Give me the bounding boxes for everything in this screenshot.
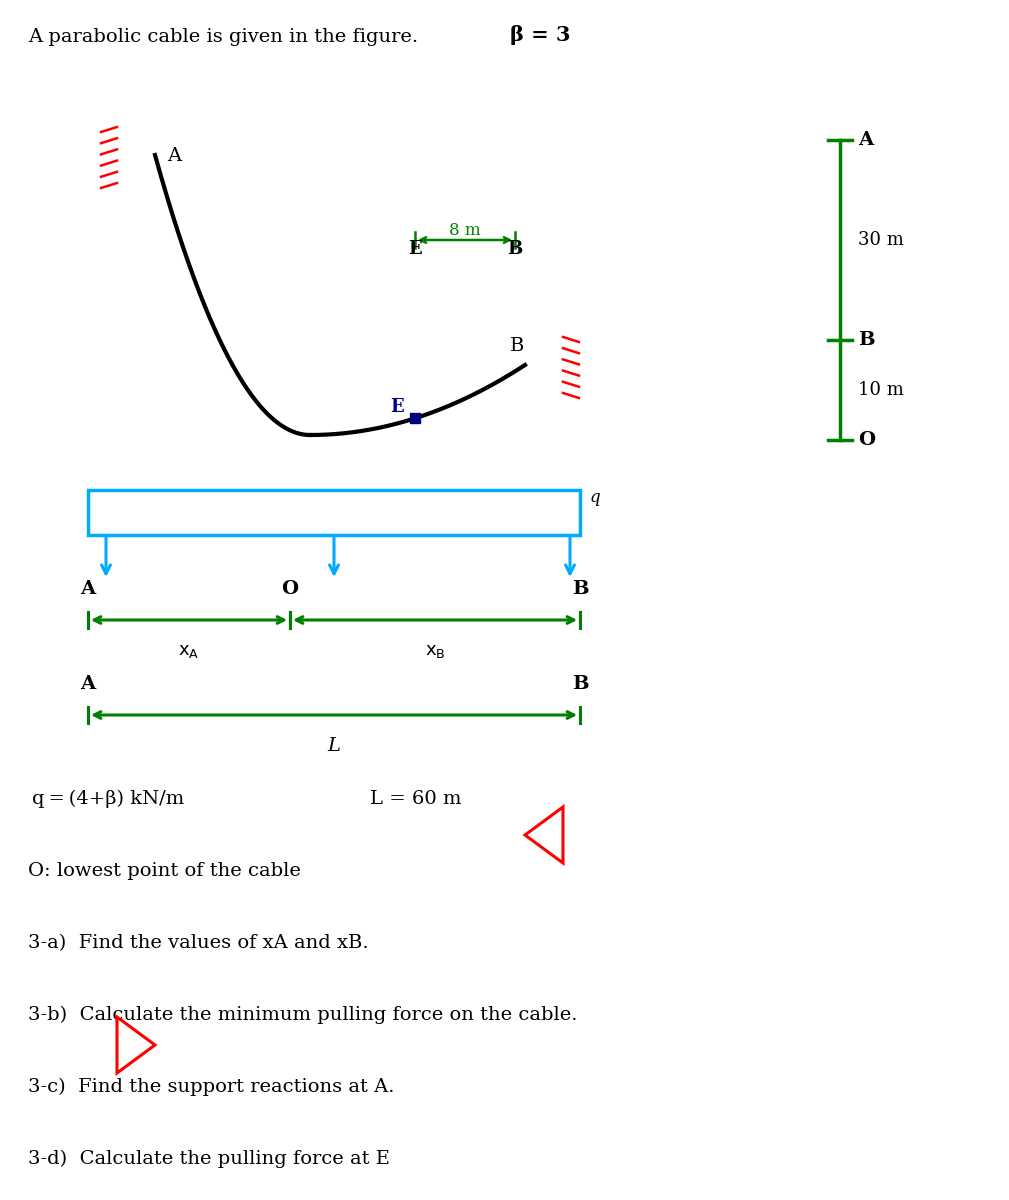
Text: B: B bbox=[510, 337, 525, 355]
Text: 3-c)  Find the support reactions at A.: 3-c) Find the support reactions at A. bbox=[28, 1078, 395, 1097]
Text: 8 m: 8 m bbox=[449, 222, 481, 239]
Text: $\mathregular{x_B}$: $\mathregular{x_B}$ bbox=[425, 642, 445, 660]
Text: L: L bbox=[328, 737, 340, 755]
Text: A: A bbox=[167, 146, 182, 164]
Text: B: B bbox=[572, 674, 588, 692]
Text: E: E bbox=[390, 398, 404, 416]
Bar bbox=[410, 413, 420, 424]
Text: 3-d)  Calculate the pulling force at E: 3-d) Calculate the pulling force at E bbox=[28, 1150, 389, 1169]
Text: 30 m: 30 m bbox=[858, 230, 904, 248]
Text: q = (4+β) kN/m: q = (4+β) kN/m bbox=[32, 790, 185, 809]
Text: 10 m: 10 m bbox=[858, 382, 904, 398]
Text: A parabolic cable is given in the figure.: A parabolic cable is given in the figure… bbox=[28, 28, 418, 46]
Text: B: B bbox=[508, 240, 523, 258]
Text: L = 60 m: L = 60 m bbox=[370, 790, 461, 808]
Text: A: A bbox=[858, 131, 873, 149]
Text: O: O bbox=[858, 431, 875, 449]
Text: E: E bbox=[409, 240, 422, 258]
Text: q: q bbox=[590, 490, 600, 506]
Text: O: O bbox=[282, 580, 299, 598]
Text: B: B bbox=[858, 331, 875, 349]
Text: B: B bbox=[572, 580, 588, 598]
Text: A: A bbox=[81, 674, 96, 692]
Text: 3-a)  Find the values of xA and xB.: 3-a) Find the values of xA and xB. bbox=[28, 934, 368, 952]
Text: A: A bbox=[81, 580, 96, 598]
Text: $\mathregular{x_A}$: $\mathregular{x_A}$ bbox=[179, 642, 200, 660]
Text: 3-b)  Calculate the minimum pulling force on the cable.: 3-b) Calculate the minimum pulling force… bbox=[28, 1006, 577, 1025]
Text: O: lowest point of the cable: O: lowest point of the cable bbox=[28, 862, 301, 880]
Text: β = 3: β = 3 bbox=[510, 25, 570, 44]
